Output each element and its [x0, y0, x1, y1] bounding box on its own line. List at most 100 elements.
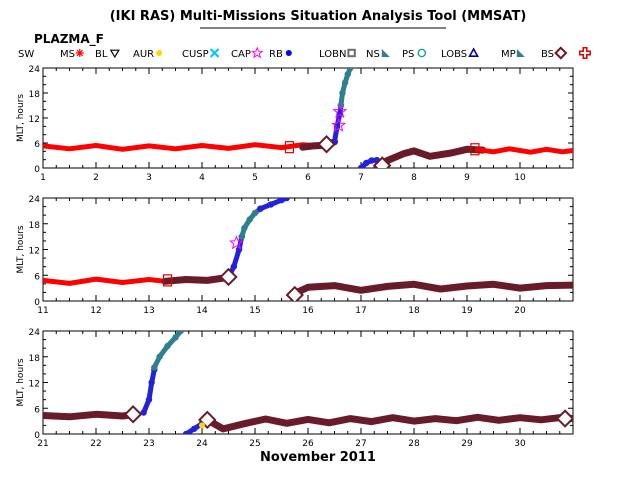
legend-entry-ms: MS: [60, 49, 84, 60]
y-tick-label: 6: [34, 272, 40, 282]
x-tick-label: 12: [90, 306, 101, 316]
x-tick-label: 14: [196, 306, 208, 316]
legend-entry-mp: MP: [501, 49, 525, 60]
x-tick-label: 19: [461, 306, 473, 316]
legend-label: AUR: [133, 49, 154, 60]
x-tick-label: 7: [358, 173, 364, 183]
point-lobn: [344, 71, 351, 78]
x-tick-label: 5: [252, 173, 258, 183]
legend-marker: [468, 47, 479, 58]
legend-marker: [209, 48, 220, 58]
legend-label: MS: [60, 49, 75, 60]
crossing-bs: [284, 141, 295, 154]
crossing-cap: [332, 103, 348, 119]
y-tick-label: 6: [34, 140, 40, 150]
legend-label: LOBS: [441, 49, 467, 60]
legend-marker: [347, 48, 356, 58]
crossing-mp: [123, 405, 143, 424]
panel-data: [43, 68, 573, 168]
point-rb: [148, 379, 155, 386]
legend-marker: [250, 46, 264, 59]
y-tick-label: 18: [29, 221, 41, 231]
point-lobn: [172, 334, 179, 341]
legend-entry-sw: SW: [18, 49, 34, 60]
x-tick-label: 24: [196, 439, 208, 449]
legend-entry-cusp: CUSP: [182, 48, 220, 60]
x-tick-label: 22: [90, 439, 101, 449]
legend: SW MS BL AUR CUSP CAP RB LOBN NS PS LOBS MP BS: [18, 46, 591, 60]
legend-label: NS: [366, 49, 380, 60]
chart-subtitle: PLAZMA_F: [34, 32, 104, 47]
legend-label: MP: [501, 49, 516, 60]
crossing-mp: [198, 410, 217, 430]
x-tick-label: 6: [305, 173, 311, 183]
panel-2: 0 6 12 18 24 11 12 13 14 15 16 17 18 19 20 MLT, hours: [16, 195, 574, 316]
y-tick-label: 24: [29, 195, 41, 205]
point-rb: [182, 430, 190, 434]
panel-3: 0 6 12 18 24 21 22 23 24 25 26 27 28 29 30 MLT, hours: [16, 328, 574, 449]
point-rb: [267, 201, 275, 208]
point-lobn: [177, 331, 184, 335]
x-tick-label: 8: [411, 173, 417, 183]
series-rb-segment-2: [141, 367, 157, 415]
point-rb: [368, 157, 375, 164]
legend-marker: [285, 50, 292, 56]
legend-label: RB: [269, 49, 283, 60]
legend-label: BS: [541, 49, 554, 60]
crossing-bs: [162, 274, 173, 287]
legend-label: SW: [18, 49, 34, 60]
crossing-mp: [317, 135, 336, 154]
crossing-aur: [199, 422, 205, 429]
y-tick-label: 0: [34, 165, 40, 175]
y-tick-label: 12: [29, 247, 40, 257]
x-tick-label: 13: [143, 306, 154, 316]
x-tick-label: 25: [249, 439, 260, 449]
legend-label: LOBN: [319, 49, 346, 60]
series-bs-segment-5: [203, 413, 573, 433]
point-rb: [363, 159, 370, 167]
y-tick-label: 12: [29, 115, 40, 125]
x-tick-label: 1: [40, 173, 46, 183]
y-tick-label: 24: [29, 65, 41, 75]
y-tick-label: 0: [34, 431, 40, 441]
legend-entry-bs: BS: [541, 46, 568, 60]
point-lobn: [341, 79, 349, 86]
crossing-bs: [470, 143, 480, 156]
y-tick-label: 18: [29, 354, 41, 364]
x-tick-label: 29: [461, 439, 473, 449]
crossing-cap: [331, 117, 347, 132]
series-ms-segment-7: [475, 146, 573, 155]
legend-entry-aur: AUR: [133, 49, 163, 60]
x-tick-label: 3: [146, 173, 152, 183]
y-tick-label: 6: [34, 405, 40, 415]
y-axis-label: MLT, hours: [16, 358, 26, 406]
x-tick-label: 18: [408, 306, 420, 316]
legend-entry-ps: PS: [402, 48, 427, 60]
series-ms-segment-1: [43, 276, 168, 286]
series-bs-segment-6: [373, 145, 487, 168]
y-tick-label: 0: [34, 298, 40, 308]
y-tick-label: 24: [29, 328, 41, 338]
x-tick-label: 30: [514, 439, 526, 449]
legend-entry-cap: CAP: [231, 46, 264, 60]
x-tick-label: 17: [355, 306, 366, 316]
crossing-cap: [228, 235, 244, 250]
x-tick-label: 11: [37, 306, 48, 316]
legend-entry-rb: RB: [269, 49, 292, 60]
point-lobn: [151, 364, 158, 371]
chart-title: (IKI RAS) Multi-Missions Situation Analy…: [110, 9, 527, 24]
series-bs-segment-2: [161, 273, 232, 285]
x-tick-label: 27: [355, 439, 366, 449]
series-ms-segment-1: [43, 142, 327, 152]
x-tick-label: 21: [37, 439, 48, 449]
point-rb: [257, 205, 264, 212]
legend-marker: [109, 49, 120, 59]
legend-entry-extra: [579, 47, 591, 59]
crossing-mp: [372, 156, 392, 168]
crossing-mp: [285, 285, 304, 301]
legend-marker: [579, 47, 591, 59]
legend-marker: [75, 49, 84, 57]
legend-entry-lobs: LOBS: [441, 47, 479, 60]
point-lobn: [238, 233, 245, 240]
